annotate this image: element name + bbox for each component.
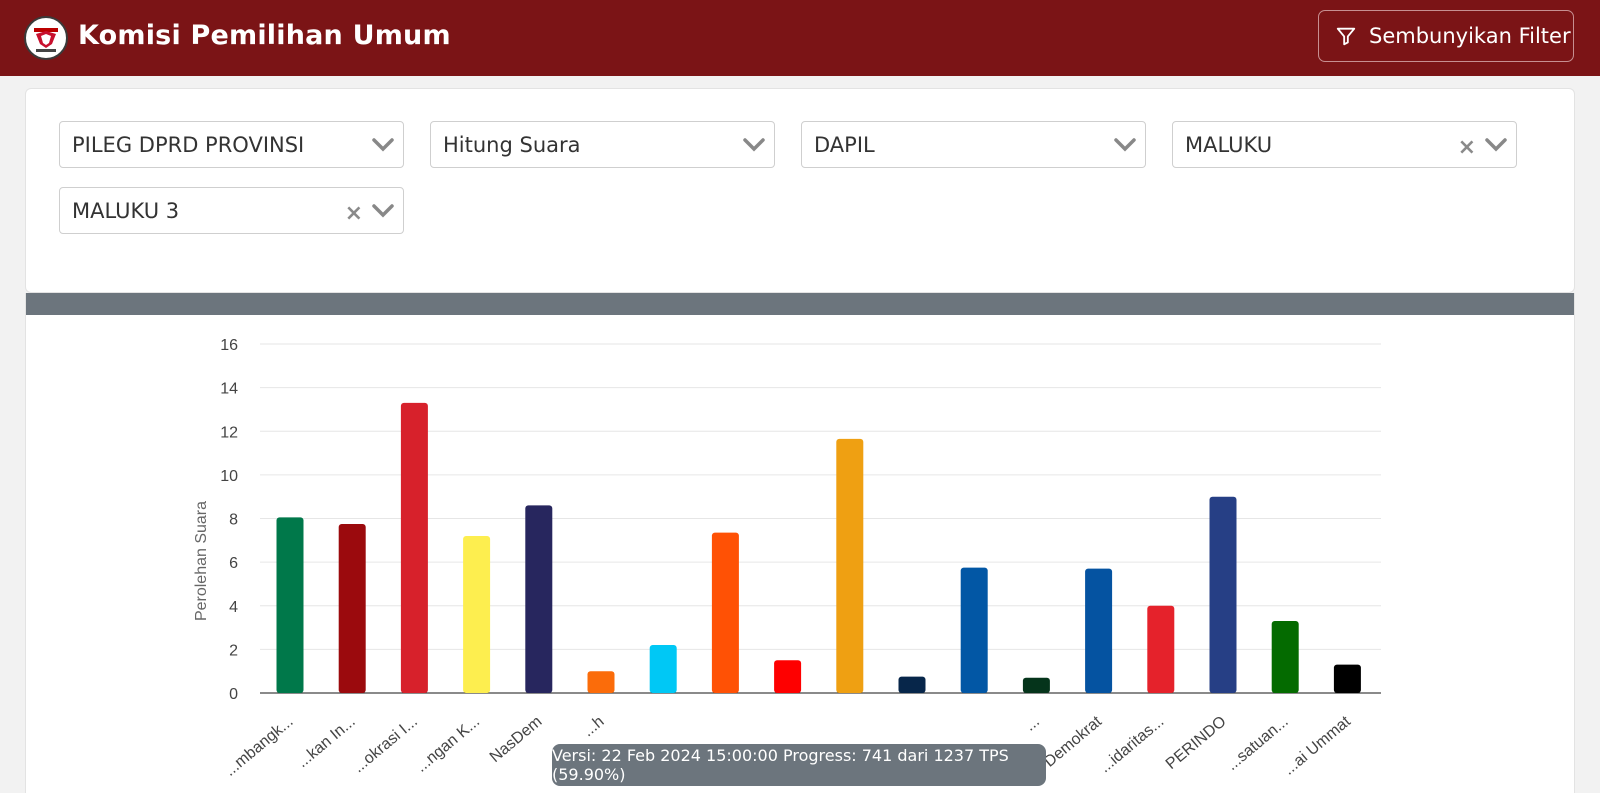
y-tick-label: 10 xyxy=(220,468,238,485)
y-tick-label: 16 xyxy=(220,337,238,354)
x-tick-label: ...ngan K... xyxy=(413,713,483,776)
garuda-emblem-icon xyxy=(34,28,58,52)
hide-filter-label: Sembunyikan Filter xyxy=(1369,24,1571,48)
province-select[interactable]: MALUKU × xyxy=(1172,121,1517,168)
bar-6[interactable] xyxy=(587,671,615,693)
x-tick-label: NasDem xyxy=(487,713,546,766)
bar-8[interactable] xyxy=(711,532,739,693)
x-tick-label: Demokrat xyxy=(1041,713,1105,771)
chevron-down-icon xyxy=(372,138,394,152)
dapil-value: MALUKU 3 xyxy=(72,198,180,223)
filter-icon xyxy=(1336,27,1356,46)
x-tick-label: PERINDO xyxy=(1163,713,1230,773)
y-tick-label: 0 xyxy=(229,686,238,703)
bar-14[interactable] xyxy=(1085,568,1113,693)
bar-10[interactable] xyxy=(836,438,864,693)
bar-1[interactable] xyxy=(276,517,304,693)
x-tick-label: ...idaritas... xyxy=(1097,713,1168,776)
y-tick-label: 4 xyxy=(229,599,238,616)
bar-9[interactable] xyxy=(774,660,802,693)
filter-panel: PILEG DPRD PROVINSI Hitung Suara DAPIL M… xyxy=(25,88,1575,293)
x-tick-label: ...ai Ummat xyxy=(1280,713,1354,779)
election-type-value: PILEG DPRD PROVINSI xyxy=(72,132,305,157)
data-type-value: Hitung Suara xyxy=(443,132,581,157)
x-tick-label: ...mbangk... xyxy=(222,713,297,780)
clear-icon[interactable]: × xyxy=(344,201,363,226)
region-level-value: DAPIL xyxy=(814,132,875,157)
bar-17[interactable] xyxy=(1271,621,1299,693)
bar-5[interactable] xyxy=(525,505,553,693)
x-tick-label: ...okrasi I... xyxy=(350,713,421,776)
version-progress-status: Versi: 22 Feb 2024 15:00:00 Progress: 74… xyxy=(552,744,1046,786)
y-tick-label: 12 xyxy=(220,424,238,441)
chart-header-bar xyxy=(26,293,1574,315)
y-tick-label: 6 xyxy=(229,555,238,572)
bar-15[interactable] xyxy=(1147,605,1175,693)
bar-16[interactable] xyxy=(1209,496,1237,693)
bar-13[interactable] xyxy=(1022,677,1050,693)
data-type-select[interactable]: Hitung Suara xyxy=(430,121,775,168)
y-axis-label: Perolehan Suara xyxy=(193,501,210,621)
bar-7[interactable] xyxy=(649,645,677,693)
bar-11[interactable] xyxy=(898,676,926,693)
kpu-logo[interactable] xyxy=(24,16,68,60)
chevron-down-icon xyxy=(372,204,394,218)
y-tick-label: 14 xyxy=(220,381,238,398)
x-tick-label: ... xyxy=(1022,713,1043,735)
bar-3[interactable] xyxy=(400,402,428,693)
vote-bar-chart: 0 2 4 6 8 10 12 14 16 ...mbangk......kan In......… xyxy=(193,337,1381,780)
bar-4[interactable] xyxy=(463,535,491,693)
bar-2[interactable] xyxy=(338,523,366,693)
bar-18[interactable] xyxy=(1333,664,1361,693)
y-tick-label: 8 xyxy=(229,512,238,529)
province-value: MALUKU xyxy=(1185,132,1273,157)
chevron-down-icon xyxy=(1114,138,1136,152)
region-level-select[interactable]: DAPIL xyxy=(801,121,1146,168)
hide-filter-button[interactable]: Sembunyikan Filter xyxy=(1318,10,1574,62)
app-title[interactable]: Komisi Pemilihan Umum xyxy=(78,20,451,51)
chevron-down-icon xyxy=(743,138,765,152)
clear-icon[interactable]: × xyxy=(1457,135,1476,160)
chart-panel: 0 2 4 6 8 10 12 14 16 ...mbangk... ...kan In......… xyxy=(25,293,1575,793)
dapil-select[interactable]: MALUKU 3 × xyxy=(59,187,404,234)
chevron-down-icon xyxy=(1485,138,1507,152)
election-type-select[interactable]: PILEG DPRD PROVINSI xyxy=(59,121,404,168)
navbar: Komisi Pemilihan Umum Sembunyikan Filter xyxy=(0,0,1600,76)
y-tick-label: 2 xyxy=(229,642,238,659)
bar-12[interactable] xyxy=(960,567,988,693)
x-tick-label: ...kan In... xyxy=(294,713,359,771)
x-tick-label: ...h xyxy=(580,713,608,740)
